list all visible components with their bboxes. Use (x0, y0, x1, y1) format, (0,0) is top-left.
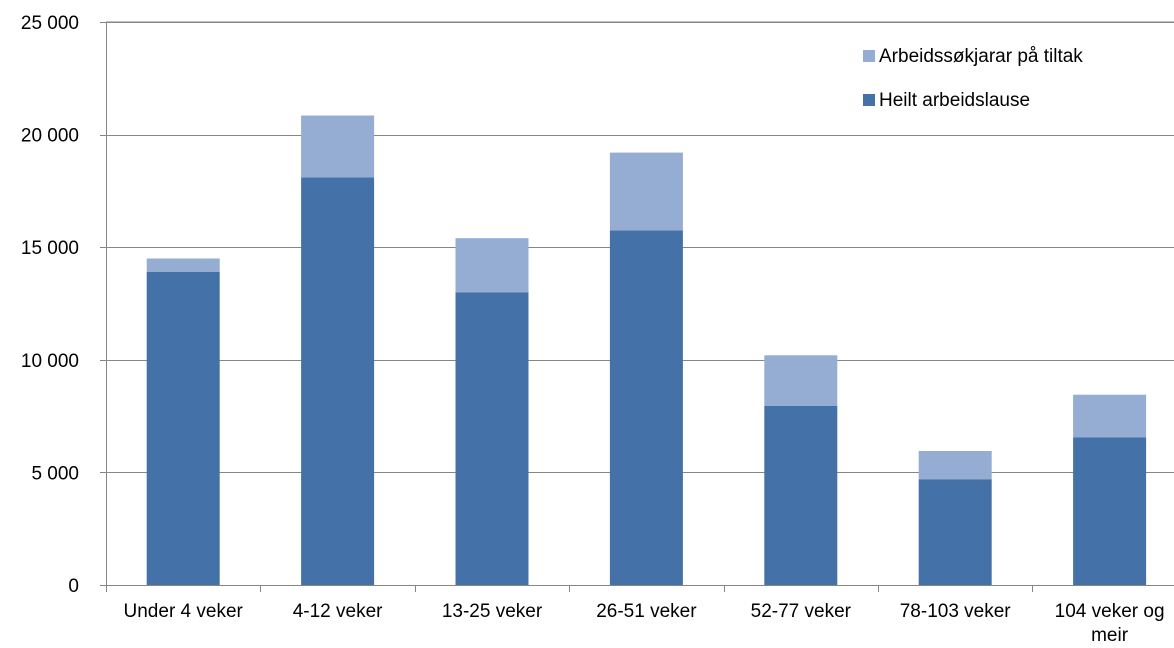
bar-segment-arbeidssokjarar-pa-tiltak (146, 258, 220, 272)
bar-segment-heilt-arbeidslause (455, 292, 529, 585)
bar-segment-heilt-arbeidslause (146, 272, 220, 585)
legend-label: Arbeidssøkjarar på tiltak (879, 46, 1083, 67)
bar-segment-arbeidssokjarar-pa-tiltak (764, 355, 838, 406)
bars (146, 115, 1147, 586)
x-tick-label: 13-25 veker (442, 601, 543, 622)
legend-swatch (863, 94, 875, 106)
axes (100, 21, 1174, 592)
legend: Arbeidssøkjarar på tiltak Heilt arbeidsla… (863, 46, 1083, 111)
x-tick-label: 26-51 veker (596, 601, 697, 622)
legend-label: Heilt arbeidslause (879, 90, 1030, 111)
bar-segment-arbeidssokjarar-pa-tiltak (301, 115, 375, 178)
bar-segment-heilt-arbeidslause (609, 230, 683, 586)
bar-segment-heilt-arbeidslause (1073, 437, 1147, 585)
x-tick-label: 52-77 veker (751, 601, 852, 622)
bar-segment-heilt-arbeidslause (918, 479, 992, 585)
bar-segment-arbeidssokjarar-pa-tiltak (455, 238, 529, 293)
y-tick-label: 15 000 (21, 238, 79, 259)
bar-segment-heilt-arbeidslause (764, 406, 838, 585)
y-tick-label: 5 000 (31, 463, 79, 484)
bar-segment-arbeidssokjarar-pa-tiltak (609, 152, 683, 231)
bar-segment-heilt-arbeidslause (301, 177, 375, 585)
x-tick-label: meir (1091, 625, 1129, 646)
x-tick-label: 104 veker og (1055, 601, 1165, 622)
bar-segment-arbeidssokjarar-pa-tiltak (1073, 394, 1147, 438)
legend-swatch (863, 50, 875, 62)
y-tick-label: 0 (68, 576, 79, 597)
y-tick-labels: 0 5 000 10 000 15 000 20 000 25 000 (21, 13, 79, 597)
x-tick-label: 4-12 veker (293, 601, 383, 622)
y-tick-label: 25 000 (21, 13, 79, 34)
y-tick-label: 20 000 (21, 126, 79, 147)
bar-segment-arbeidssokjarar-pa-tiltak (918, 451, 992, 480)
y-tick-label: 10 000 (21, 351, 79, 372)
x-tick-labels: Under 4 veker 4-12 veker 13-25 veker 26-51 … (124, 601, 1165, 646)
x-tick-label: 78-103 veker (900, 601, 1012, 622)
x-tick-label: Under 4 veker (124, 601, 244, 622)
